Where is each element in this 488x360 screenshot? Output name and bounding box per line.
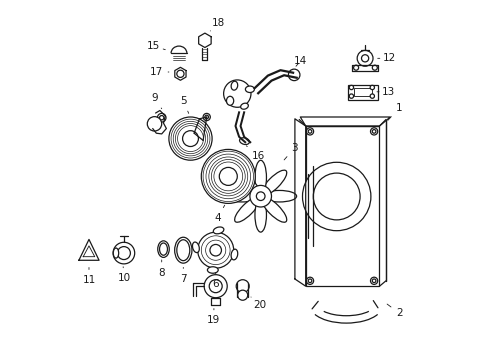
Circle shape <box>173 121 207 156</box>
Circle shape <box>205 154 250 199</box>
Circle shape <box>203 113 210 121</box>
Ellipse shape <box>261 170 286 195</box>
Circle shape <box>209 244 221 256</box>
Circle shape <box>371 279 375 283</box>
Circle shape <box>197 232 233 268</box>
Ellipse shape <box>177 240 189 261</box>
Circle shape <box>370 277 377 284</box>
Circle shape <box>370 128 377 135</box>
Ellipse shape <box>174 237 192 263</box>
Text: 12: 12 <box>377 53 395 63</box>
Text: 3: 3 <box>284 143 298 160</box>
Circle shape <box>113 242 134 264</box>
Text: 9: 9 <box>151 93 162 109</box>
Circle shape <box>371 130 375 133</box>
Circle shape <box>171 119 209 158</box>
Text: 10: 10 <box>117 267 130 283</box>
Ellipse shape <box>262 190 296 202</box>
Circle shape <box>307 279 311 283</box>
Bar <box>305 126 379 286</box>
Bar <box>347 85 377 100</box>
Circle shape <box>306 277 313 284</box>
Ellipse shape <box>226 96 233 105</box>
Ellipse shape <box>224 190 259 202</box>
Text: 17: 17 <box>149 67 168 77</box>
Text: 2: 2 <box>386 304 402 318</box>
Ellipse shape <box>254 160 266 194</box>
Ellipse shape <box>192 242 199 253</box>
Circle shape <box>356 50 372 66</box>
Circle shape <box>288 69 299 81</box>
Ellipse shape <box>213 227 224 234</box>
Ellipse shape <box>234 197 260 222</box>
Circle shape <box>369 94 374 98</box>
Ellipse shape <box>231 249 237 260</box>
Circle shape <box>209 280 222 293</box>
Ellipse shape <box>231 81 237 90</box>
Circle shape <box>307 130 311 133</box>
Ellipse shape <box>113 248 119 258</box>
Circle shape <box>348 94 353 98</box>
Circle shape <box>306 128 313 135</box>
Ellipse shape <box>234 170 260 195</box>
Circle shape <box>237 290 247 300</box>
Text: 8: 8 <box>158 260 164 278</box>
Text: 11: 11 <box>82 267 96 285</box>
Ellipse shape <box>261 197 286 222</box>
Circle shape <box>157 113 166 122</box>
Ellipse shape <box>207 267 218 273</box>
Circle shape <box>371 65 377 70</box>
Circle shape <box>159 116 163 120</box>
Text: 4: 4 <box>214 205 224 223</box>
Circle shape <box>168 117 212 160</box>
Circle shape <box>361 55 368 62</box>
Circle shape <box>236 280 249 293</box>
Circle shape <box>208 157 247 196</box>
Circle shape <box>182 131 198 147</box>
Circle shape <box>353 65 358 70</box>
Circle shape <box>369 85 374 90</box>
Ellipse shape <box>239 138 249 144</box>
Circle shape <box>223 80 250 107</box>
Circle shape <box>201 149 255 203</box>
Circle shape <box>313 173 359 220</box>
Text: 1: 1 <box>387 103 402 120</box>
Text: 14: 14 <box>293 56 306 66</box>
Circle shape <box>203 151 253 202</box>
Text: 5: 5 <box>180 96 188 113</box>
Circle shape <box>219 167 237 185</box>
Text: 7: 7 <box>180 267 186 284</box>
Text: 18: 18 <box>210 18 225 31</box>
Ellipse shape <box>245 86 254 93</box>
Circle shape <box>205 240 225 260</box>
Ellipse shape <box>254 198 266 232</box>
Text: 6: 6 <box>212 273 219 289</box>
Circle shape <box>177 70 183 77</box>
Circle shape <box>177 126 203 152</box>
Circle shape <box>211 159 244 193</box>
Circle shape <box>175 123 205 154</box>
Ellipse shape <box>240 103 248 109</box>
Ellipse shape <box>159 243 167 255</box>
Circle shape <box>348 85 353 90</box>
Text: 20: 20 <box>250 297 265 310</box>
Circle shape <box>213 162 242 191</box>
Text: 15: 15 <box>147 41 165 51</box>
Circle shape <box>204 275 227 298</box>
Circle shape <box>117 247 130 260</box>
Circle shape <box>204 115 208 119</box>
Circle shape <box>147 117 162 131</box>
Circle shape <box>201 236 230 265</box>
Text: 16: 16 <box>246 146 265 161</box>
Text: 19: 19 <box>207 309 220 325</box>
Circle shape <box>256 192 264 201</box>
Ellipse shape <box>158 241 169 257</box>
Text: 13: 13 <box>376 87 394 97</box>
Bar <box>354 88 371 96</box>
Circle shape <box>249 185 271 207</box>
Circle shape <box>302 162 370 231</box>
